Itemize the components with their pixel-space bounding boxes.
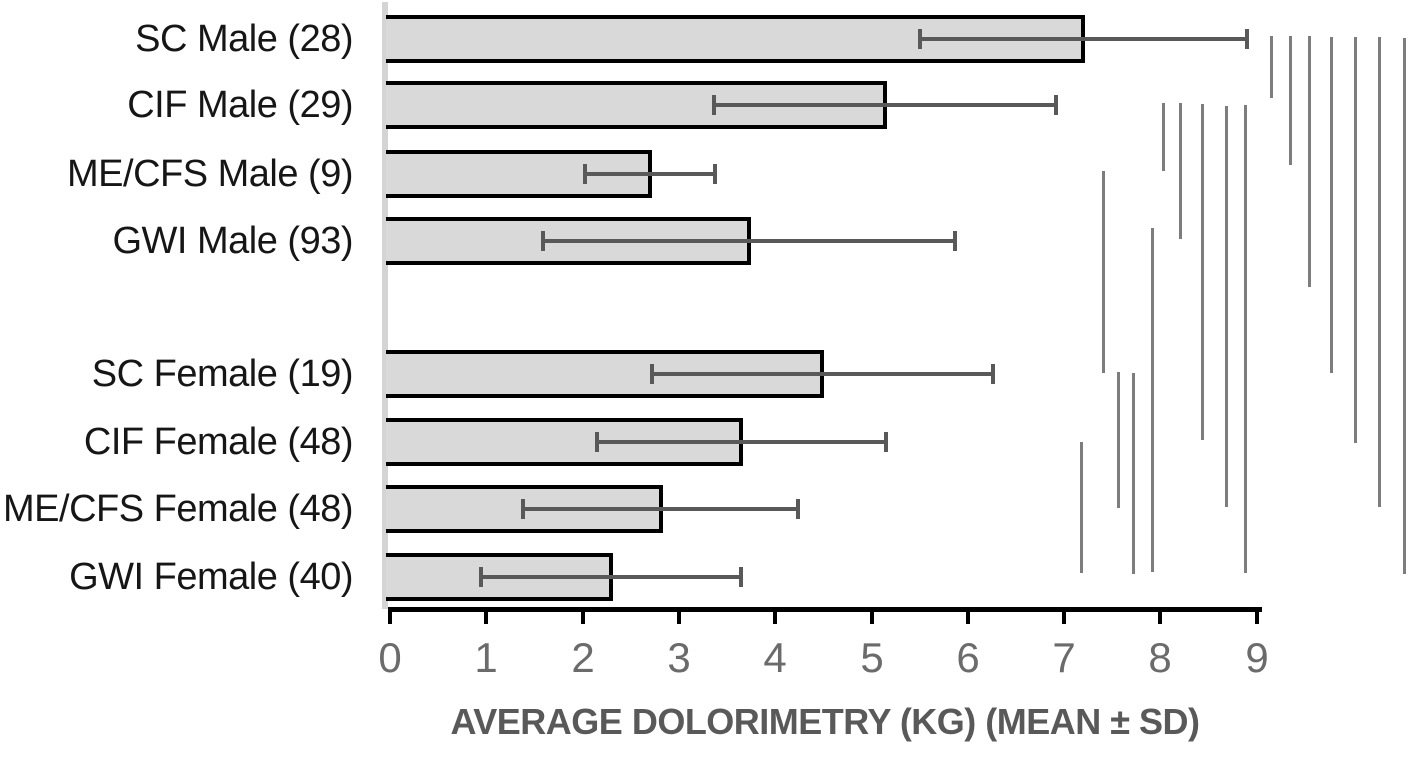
x-axis-tick-label: 1 — [474, 634, 498, 681]
x-axis-tick — [966, 610, 970, 624]
significance-line — [1179, 103, 1182, 239]
significance-line — [1162, 103, 1165, 171]
significance-line — [1403, 38, 1406, 574]
x-axis-tick — [870, 610, 874, 624]
x-axis-tick-label: 4 — [763, 634, 787, 681]
x-axis-tick-label: 2 — [571, 634, 595, 681]
y-axis-line — [382, 2, 388, 609]
x-axis-tick-label: 3 — [667, 634, 691, 681]
error-bar-line — [714, 103, 1057, 107]
x-axis-tick — [773, 610, 777, 624]
significance-line — [1225, 106, 1228, 507]
significance-line — [1201, 104, 1204, 440]
error-bar-cap-low — [595, 432, 599, 452]
category-label: ME/CFS Male (9) — [67, 153, 353, 195]
error-bar-cap-low — [479, 567, 483, 587]
significance-line — [1354, 37, 1357, 443]
significance-line — [1080, 442, 1083, 573]
x-axis-tick — [1158, 610, 1162, 624]
significance-line — [1151, 228, 1154, 572]
error-bar-line — [597, 440, 886, 444]
significance-line — [1308, 36, 1311, 287]
error-bar-line — [481, 575, 741, 579]
category-label: SC Female (19) — [91, 353, 354, 395]
significance-line — [1289, 36, 1292, 165]
x-axis-tick — [388, 610, 392, 624]
x-axis-tick — [1062, 610, 1066, 624]
x-axis-tick-label: 5 — [860, 634, 884, 681]
significance-line — [1378, 37, 1381, 507]
significance-line — [1132, 373, 1135, 574]
significance-line — [1244, 105, 1247, 573]
category-label: CIF Female (48) — [83, 421, 354, 463]
error-bar-line — [920, 37, 1247, 41]
x-axis-line — [388, 607, 1262, 612]
x-axis-tick — [581, 610, 585, 624]
error-bar-cap-low — [521, 499, 525, 519]
error-bar-cap-low — [712, 95, 716, 115]
x-axis-tick — [677, 610, 681, 624]
error-bar-cap-high — [991, 364, 995, 384]
error-bar-cap-low — [541, 231, 545, 251]
x-axis-tick-label: 9 — [1245, 634, 1269, 681]
category-label: GWI Female (40) — [69, 556, 353, 598]
error-bar-cap-low — [583, 164, 587, 184]
x-axis-tick — [1255, 610, 1259, 624]
significance-line — [1117, 372, 1120, 508]
error-bar-line — [652, 372, 993, 376]
significance-line — [1270, 36, 1273, 98]
error-bar-line — [585, 172, 716, 176]
error-bar-cap-high — [796, 499, 800, 519]
significance-line — [1102, 171, 1105, 373]
category-label: ME/CFS Female (48) — [3, 488, 353, 530]
category-label: CIF Male (29) — [127, 84, 353, 126]
x-axis-tick-label: 7 — [1052, 634, 1076, 681]
x-axis-tick-label: 0 — [378, 634, 402, 681]
error-bar-line — [523, 507, 798, 511]
error-bar-cap-high — [884, 432, 888, 452]
error-bar-cap-high — [1245, 29, 1249, 49]
error-bar-cap-low — [918, 29, 922, 49]
x-axis-tick — [484, 610, 488, 624]
error-bar-line — [543, 239, 955, 243]
x-axis-tick-label: 8 — [1148, 634, 1172, 681]
error-bar-cap-high — [953, 231, 957, 251]
x-axis-tick-label: 6 — [956, 634, 980, 681]
error-bar-cap-high — [713, 164, 717, 184]
category-label: SC Male (28) — [135, 18, 353, 60]
x-axis-title: AVERAGE DOLORIMETRY (KG) (MEAN ± SD) — [450, 701, 1200, 742]
category-label: GWI Male (93) — [112, 220, 353, 262]
significance-line — [1330, 37, 1333, 373]
error-bar-cap-high — [739, 567, 743, 587]
error-bar-cap-low — [650, 364, 654, 384]
error-bar-cap-high — [1054, 95, 1058, 115]
